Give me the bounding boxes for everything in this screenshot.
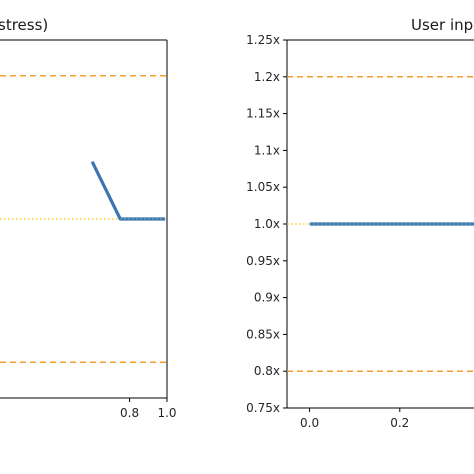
- right-chart-panel: User inp 0.0 0.2 1.25x 1.2x 1.15x 1.1x 1.05x 1.…: [246, 16, 474, 430]
- y-tick-label: 1.25x: [246, 33, 280, 47]
- left-chart-title: stress): [0, 16, 48, 34]
- y-tick-label: 0.75x: [246, 401, 280, 415]
- left-chart-panel: stress) 0.8 1.0: [0, 16, 177, 420]
- y-tick-label: 0.85x: [246, 327, 280, 341]
- y-tick-label: 1.1x: [254, 143, 280, 157]
- series-line: [90, 161, 166, 221]
- y-tick-label: 0.95x: [246, 254, 280, 268]
- y-tick-label: 0.9x: [254, 291, 280, 305]
- y-tick-label: 1.05x: [246, 180, 280, 194]
- right-chart-title: User inp: [411, 16, 473, 34]
- y-tick-label: 1.0x: [254, 217, 280, 231]
- y-tick-label: 1.15x: [246, 107, 280, 121]
- x-tick-label: 0.8: [120, 406, 139, 420]
- x-tick-label: 1.0: [157, 406, 176, 420]
- x-tick-label: 0.2: [390, 416, 409, 430]
- y-tick-label: 1.2x: [254, 70, 280, 84]
- y-tick-label: 0.8x: [254, 364, 280, 378]
- x-tick-label: 0.0: [300, 416, 319, 430]
